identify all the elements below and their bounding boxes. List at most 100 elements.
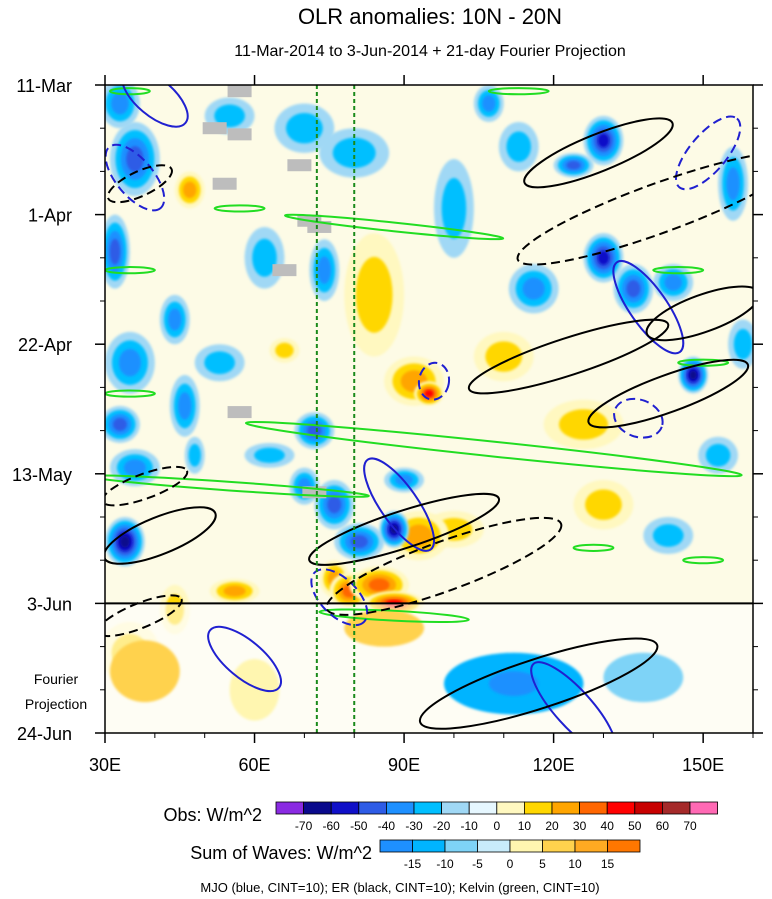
obs-colorbar-tick: -20 <box>433 819 451 833</box>
obs-anomaly-blob <box>424 390 434 398</box>
obs-colorbar-tick: 10 <box>518 819 532 833</box>
kelvin-contour <box>318 608 470 624</box>
obs-anomaly-blob <box>733 329 753 360</box>
obs-anomaly-blob <box>214 104 245 128</box>
obs-colorbar-swatch <box>468 801 498 815</box>
obs-anomaly-blob <box>689 370 697 380</box>
obs-anomaly-blob <box>168 308 182 331</box>
obs-anomaly-blob <box>204 351 235 375</box>
obs-colorbar-tick: -40 <box>378 819 396 833</box>
obs-anomaly-blob <box>726 167 740 201</box>
waves-colorbar-tick: -5 <box>472 857 483 871</box>
obs-colorbar-swatch <box>303 801 332 815</box>
obs-anomaly-blob <box>285 113 323 144</box>
waves-colorbar-tick: 0 <box>507 857 514 871</box>
obs-colorbar-label: Obs: W/m^2 <box>164 805 262 825</box>
x-tick-label: 90E <box>388 755 420 775</box>
kelvin-contour <box>105 266 156 275</box>
mjo-contour <box>530 661 617 733</box>
projection-label-line1: Fourier <box>34 671 79 687</box>
kelvin-contour <box>105 474 370 498</box>
obs-anomaly-blob <box>113 417 127 431</box>
mjo-contour <box>417 361 451 401</box>
er-contour <box>467 318 670 395</box>
wave-sum-blob <box>488 671 539 696</box>
er-contour <box>105 506 217 565</box>
waves-colorbar-swatch <box>444 839 478 853</box>
er-contour <box>645 285 753 342</box>
waves-colorbar-label: Sum of Waves: W/m^2 <box>190 843 372 863</box>
obs-anomaly-blob <box>111 92 129 115</box>
waves-colorbar-swatch <box>574 839 608 853</box>
axes-layer: 30E 60E 90E 120E 150E 11-Mar 1-Apr 22-Apr 13-May… <box>12 75 763 775</box>
y-tick-label: 1-Apr <box>28 206 72 226</box>
obs-anomaly-blob <box>178 392 192 420</box>
wave-sum-blob <box>603 652 684 703</box>
obs-anomaly-blob <box>368 578 390 592</box>
waves-colorbar-swatch <box>379 839 413 853</box>
obs-anomaly-blob <box>183 181 197 199</box>
projection-label-line2: Projection <box>25 696 87 712</box>
missing-data-patch <box>287 159 312 172</box>
obs-anomaly-blob <box>558 409 609 440</box>
kelvin-contour <box>108 87 151 96</box>
obs-colorbar-tick: 30 <box>573 819 587 833</box>
kelvin-contour <box>682 556 725 565</box>
obs-colorbar-tick: -60 <box>323 819 341 833</box>
obs-anomaly-blob <box>307 424 322 438</box>
waves-colorbar-tick: 15 <box>601 857 615 871</box>
obs-anomaly-blob <box>441 178 467 239</box>
obs-anomaly-blob <box>506 131 531 162</box>
obs-anomaly-blob <box>188 443 201 467</box>
waves-colorbar-tick: -15 <box>404 857 422 871</box>
obs-anomaly-blob <box>252 238 277 277</box>
obs-anomaly-blob <box>120 535 130 548</box>
obs-anomaly-blob <box>123 459 146 476</box>
mjo-contour <box>363 457 436 552</box>
er-contour <box>308 492 501 566</box>
obs-colorbar-tick: 50 <box>628 819 642 833</box>
missing-data-patch <box>272 264 297 277</box>
obs-anomaly-blob <box>705 443 731 467</box>
waves-colorbar: -15 -10 -5 0 5 10 15 <box>379 839 641 871</box>
kelvin-contour <box>105 389 156 398</box>
obs-colorbar-tick: -50 <box>350 819 368 833</box>
plot-area <box>105 85 753 733</box>
kelvin-contour <box>284 213 505 241</box>
mjo-contour <box>612 260 685 355</box>
kelvin-contour <box>213 204 266 213</box>
obs-colorbar-tick: -30 <box>405 819 423 833</box>
obs-colorbar-swatch <box>275 801 305 815</box>
y-tick-label: 13-May <box>12 465 72 485</box>
chart-subtitle: 11-Mar-2014 to 3-Jun-2014 + 21-day Fouri… <box>234 43 625 60</box>
obs-colorbar-tick: 60 <box>656 819 670 833</box>
obs-colorbar-swatch <box>330 801 360 815</box>
waves-colorbar-swatch <box>542 839 576 853</box>
x-tick-label: 120E <box>533 755 575 775</box>
obs-colorbar-swatch <box>634 801 663 815</box>
obs-anomaly-blob <box>522 277 545 300</box>
x-tick-label: 150E <box>682 755 724 775</box>
mjo-contour <box>207 625 282 693</box>
missing-data-patch <box>212 177 237 190</box>
obs-colorbar-swatch <box>689 801 719 815</box>
y-tick-label: 24-Jun <box>17 724 72 744</box>
missing-data-patch <box>227 85 252 98</box>
wave-contours-layer <box>105 85 753 733</box>
obs-anomaly-blob <box>109 238 121 265</box>
obs-colorbar-swatch <box>358 801 387 815</box>
obs-anomaly-blob <box>626 280 641 298</box>
obs-anomaly-blob <box>355 256 393 333</box>
obs-colorbar-swatch <box>524 801 553 815</box>
obs-anomaly-blob <box>485 341 523 372</box>
obs-anomaly-blob <box>597 250 610 265</box>
missing-data-patch <box>227 406 252 419</box>
er-contour <box>325 516 563 616</box>
obs-anomaly-blob <box>585 489 622 520</box>
obs-colorbar-tick: 20 <box>545 819 559 833</box>
mjo-contour <box>613 397 664 439</box>
x-tick-label: 30E <box>89 755 121 775</box>
obs-colorbar-swatch <box>551 801 581 815</box>
y-tick-label: 11-Mar <box>16 76 72 96</box>
mjo-contour <box>105 143 166 212</box>
